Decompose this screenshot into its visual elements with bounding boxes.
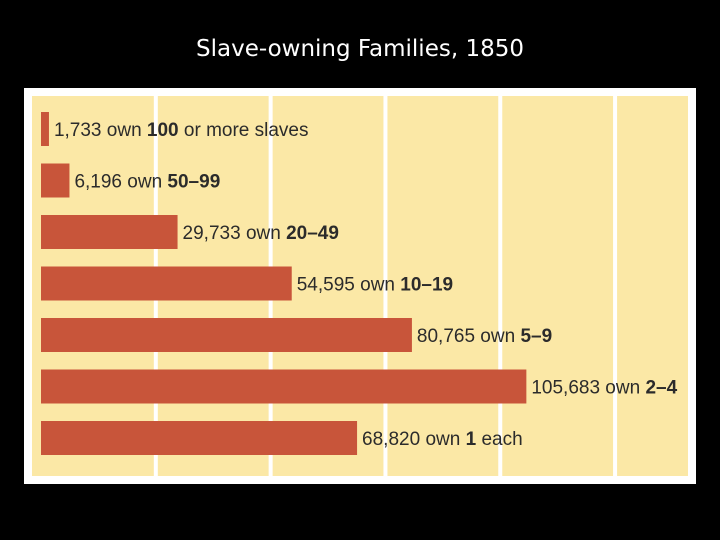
bar-label: 29,733 own 20–49 [183,223,339,244]
bars [41,112,527,455]
bar [41,421,358,455]
bar-chart: 1,733 own 100 or more slaves 6,196 own 50… [32,96,688,476]
bar-label: 54,595 own 10–19 [297,275,453,296]
chart-frame: 1,733 own 100 or more slaves 6,196 own 50… [24,88,696,484]
bar [41,266,292,301]
bar-label: 105,683 own 2–4 [531,378,677,399]
bar-label: 68,820 own 1 each [362,429,523,450]
bar [41,369,527,404]
bar-labels: 1,733 own 100 or more slaves 6,196 own 50… [54,120,678,450]
bar [41,318,412,352]
bar [41,163,70,198]
bar [41,112,49,146]
bar [41,215,178,249]
bar-label: 1,733 own 100 or more slaves [54,120,309,141]
bar-label: 6,196 own 50–99 [74,172,220,193]
slide-title: Slave-owning Families, 1850 [196,36,524,62]
bar-label: 80,765 own 5–9 [417,326,552,347]
